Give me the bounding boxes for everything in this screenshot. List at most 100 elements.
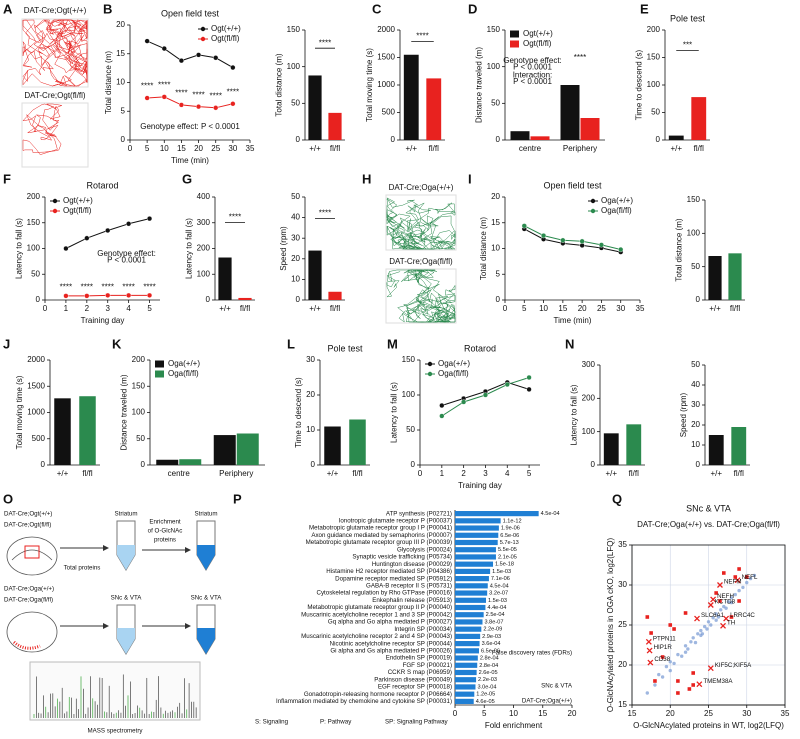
bar	[455, 698, 474, 704]
data-point	[691, 636, 695, 640]
fdr-label: 1.9e-06	[501, 526, 520, 532]
category-label: ATP synthesis (P02721)	[386, 510, 452, 517]
data-point	[705, 627, 709, 631]
bar	[455, 568, 491, 574]
category-label: Parkinson disease (P00049)	[374, 676, 452, 683]
diagram-label: SNc & VTA	[111, 595, 143, 602]
data-point	[482, 392, 489, 398]
legend-swatch	[52, 208, 58, 214]
point-label: NEFM	[724, 579, 742, 586]
y-tick-label: 10	[291, 275, 300, 284]
data-point	[84, 293, 90, 299]
y-tick-label: 1500	[377, 53, 395, 62]
x-tick-label: 30	[616, 304, 625, 313]
x-tick-label: +/+	[710, 469, 722, 478]
point-label: KIF5C;KIF5A	[715, 662, 752, 669]
x-tick-label: 20	[578, 304, 587, 313]
x-tick-label: 2	[461, 469, 466, 478]
point-label: LRRC4C	[730, 612, 755, 619]
x-tick-label: 25	[704, 709, 713, 718]
category-label: Endothelin SP (P00019)	[386, 655, 452, 662]
data-point	[213, 105, 219, 111]
data-point	[733, 575, 738, 579]
data-point	[579, 238, 585, 244]
y-tick-label: 50	[651, 108, 660, 117]
data-point	[645, 691, 649, 695]
x-axis-label: O-GlcNAcylated proteins in WT, log2(LFQ)	[633, 721, 784, 730]
x-tick-label: +/+	[219, 304, 231, 313]
bar	[455, 539, 498, 546]
y-tick-label: 20	[618, 660, 627, 669]
category-label: Huntington disease (P00029)	[372, 561, 452, 568]
y-tick-label: 50	[406, 425, 415, 434]
y-tick-label: 5	[496, 269, 501, 278]
spectrum	[33, 674, 197, 718]
bar	[455, 648, 479, 654]
y-tick-label: 400	[197, 192, 211, 201]
data-point	[733, 592, 737, 597]
y-tick-label: 20	[116, 20, 125, 29]
y-tick-label: 1000	[27, 408, 45, 417]
diagram: O DAT-Cre;Ogt(+/+) DAT-Cre;Ogt(fl/fl) To…	[3, 491, 222, 734]
legend-label: Oga(+/+)	[168, 359, 200, 368]
fdr-label: 2.1e-05	[498, 554, 517, 560]
bar	[530, 136, 550, 140]
legend-label: Ogt(+/+)	[211, 24, 241, 33]
panel-letter: B	[103, 1, 112, 16]
legend-swatch	[590, 208, 596, 214]
data-point	[657, 672, 661, 677]
legend-label: Oga(fl/fl)	[168, 369, 199, 378]
y-tick-label: 100	[487, 62, 501, 71]
x-tick-label: 1	[440, 469, 445, 478]
bar	[455, 576, 489, 582]
panel-letter: J	[3, 336, 10, 351]
annotation: ***	[683, 41, 692, 50]
category-label: Cytoskeletal regulation by Rho GTPase (P…	[316, 590, 452, 597]
legend-swatch	[52, 198, 58, 204]
y-axis-label: Total moving time (s)	[15, 375, 24, 449]
y-tick-label: 200	[27, 192, 41, 201]
x-tick-label: 15	[538, 709, 547, 718]
x-tick-label: +/+	[605, 469, 617, 478]
x-tick-label: 30	[742, 709, 751, 718]
y-tick-label: 30	[306, 355, 315, 364]
legend-label: Ogt(+/+)	[63, 196, 93, 205]
bar	[455, 619, 483, 625]
bar	[328, 291, 342, 300]
y-tick-label: 150	[647, 53, 661, 62]
bar	[308, 75, 322, 140]
x-axis-label: Time (min)	[171, 156, 209, 165]
fdr-label: 1.5e-03	[488, 598, 507, 604]
bar	[603, 433, 619, 465]
bar	[668, 135, 684, 140]
bar	[455, 518, 501, 524]
y-tick-label: 15	[491, 218, 500, 227]
panel-letter: N	[565, 336, 574, 351]
point-label: HIP1R	[654, 644, 673, 651]
x-tick-label: +/+	[309, 144, 321, 153]
x-tick-label: centre	[519, 144, 542, 153]
y-axis-label: O-GlcNAcylated proteins in OGA cKO, log2…	[606, 538, 615, 713]
annotation: ****	[192, 90, 204, 99]
legend-label: Oga(+/+)	[601, 196, 633, 205]
y-tick-label: 150	[287, 25, 301, 34]
tube-liquid	[197, 545, 215, 570]
x-tick-label: Periphery	[219, 469, 253, 478]
bar	[328, 112, 342, 140]
category-label: Muscarinic acetylcholine receptor 2 and …	[301, 633, 452, 640]
fdr-label: 1.2e-05	[476, 692, 495, 698]
data-point	[195, 52, 202, 58]
x-tick-label: 35	[781, 709, 790, 718]
data-point	[752, 573, 757, 578]
bar	[560, 85, 580, 140]
y-tick-label: 150	[487, 25, 501, 34]
tube-liquid	[117, 545, 135, 570]
y-axis-label: Latency to fall (s)	[15, 218, 24, 279]
series-line	[65, 218, 150, 249]
data-point	[737, 599, 741, 603]
y-tick-label: 0	[206, 295, 211, 304]
data-point	[126, 292, 132, 298]
data-point	[683, 650, 688, 654]
diagram-label: SNc & VTA	[191, 595, 223, 602]
y-tick-label: 30	[691, 400, 700, 409]
